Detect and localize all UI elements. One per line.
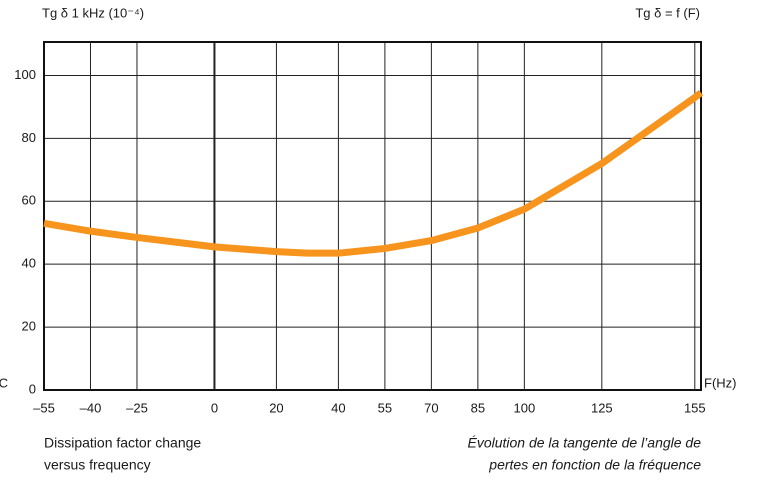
plot-frame xyxy=(43,41,702,391)
chart-title: Tg δ = f (F) xyxy=(635,5,700,20)
y-tick-label: 80 xyxy=(22,130,36,145)
caption-left: versus frequency xyxy=(44,457,151,473)
y-tick-label: 100 xyxy=(14,67,36,82)
x-unit-left: C xyxy=(0,375,8,390)
y-tick-label: 20 xyxy=(22,319,36,334)
x-tick-label: 20 xyxy=(269,400,283,415)
x-tick-label: 100 xyxy=(514,400,536,415)
x-tick-label: –40 xyxy=(80,400,102,415)
caption-left: Dissipation factor change xyxy=(44,435,201,451)
x-tick-label: 0 xyxy=(211,400,218,415)
x-tick-label: –25 xyxy=(126,400,148,415)
data-line xyxy=(43,89,704,257)
x-tick-label: 155 xyxy=(684,400,706,415)
y-axis-label: Tg δ 1 kHz (10⁻⁴) xyxy=(42,5,144,20)
y-tick-label: 0 xyxy=(29,381,36,396)
x-tick-label: –55 xyxy=(33,400,55,415)
x-tick-label: 70 xyxy=(424,400,438,415)
x-tick-label: 85 xyxy=(471,400,485,415)
y-tick-label: 60 xyxy=(22,193,36,208)
x-axis-label: F(Hz) xyxy=(704,375,737,390)
caption-right: Évolution de la tangente de l’angle de xyxy=(467,435,701,451)
x-tick-label: 125 xyxy=(591,400,613,415)
x-tick-label: 40 xyxy=(331,400,345,415)
y-tick-label: 40 xyxy=(22,256,36,271)
caption-right: pertes en fonction de la fréquence xyxy=(488,457,701,473)
x-tick-label: 55 xyxy=(378,400,392,415)
